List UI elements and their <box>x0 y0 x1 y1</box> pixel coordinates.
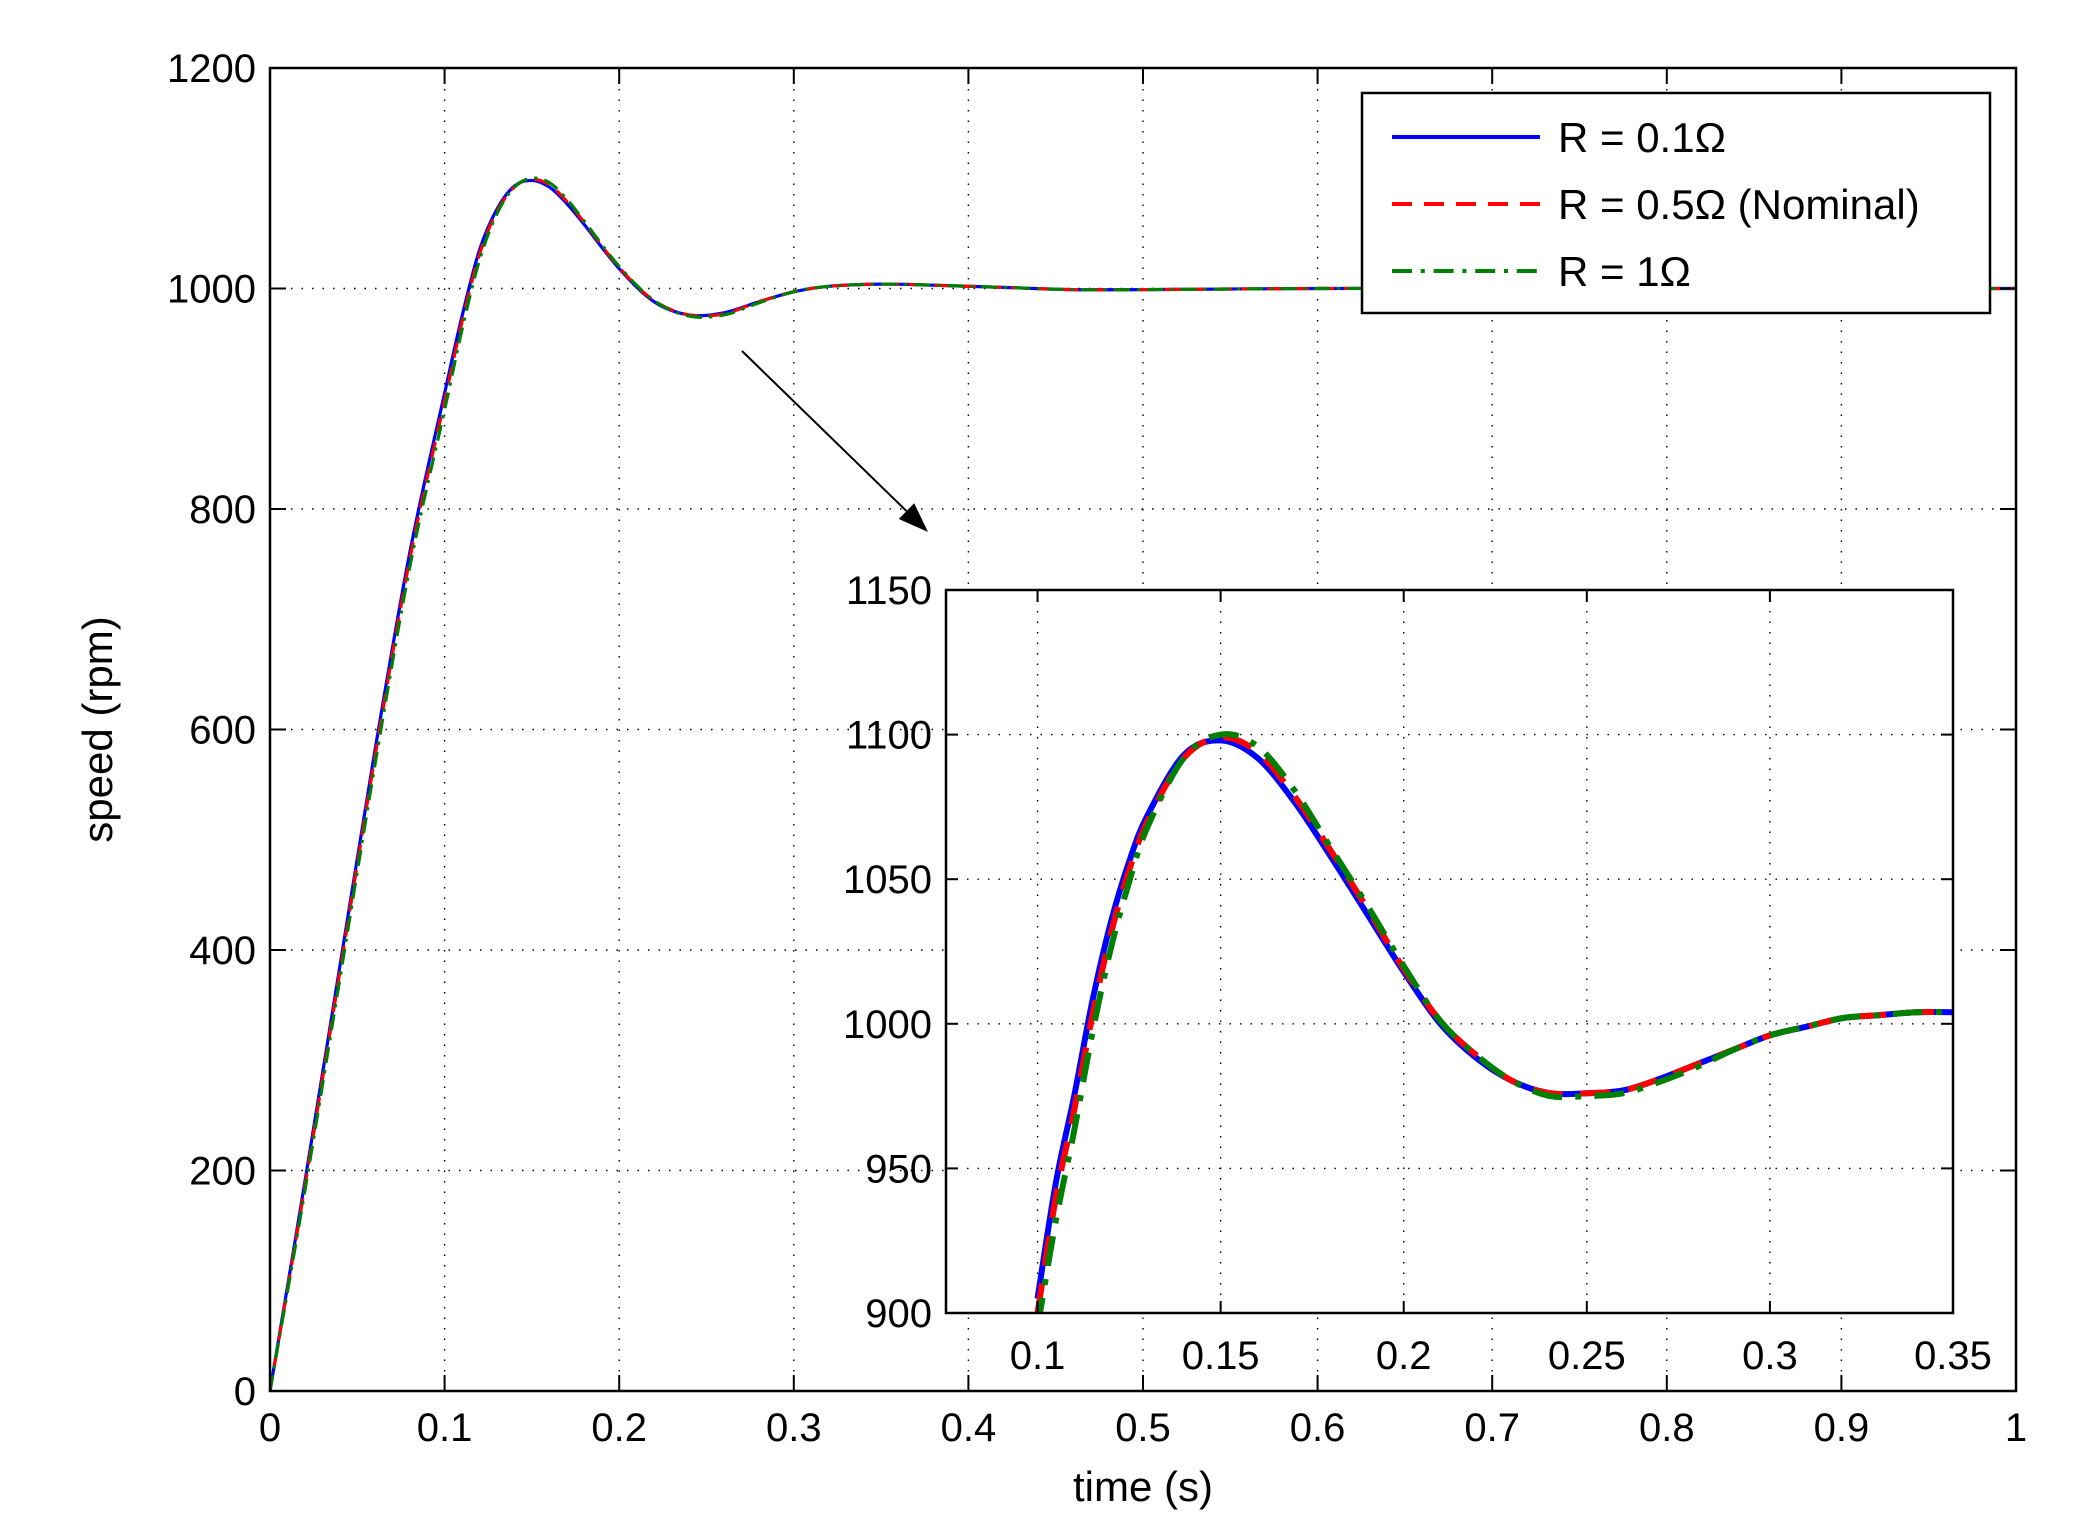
x-tick-label: 0.3 <box>766 1406 822 1450</box>
x-tick-label: 0 <box>259 1406 281 1450</box>
inset-plot-frame <box>944 588 1955 1315</box>
inset-background <box>946 590 1953 1313</box>
inset-tick-labels: 0.1 0.15 0.2 0.25 0.3 0.35 900 950 1000 1050 1100 1… <box>843 569 1992 1378</box>
y-axis-label: speed (rpm) <box>74 616 121 842</box>
legend-label-r-0-1: R = 0.1Ω <box>1558 114 1726 161</box>
y-tick-label: 1200 <box>167 47 256 91</box>
y-tick-label: 1050 <box>843 858 932 902</box>
y-tick-label: 0 <box>234 1370 256 1414</box>
x-tick-label: 0.7 <box>1464 1406 1520 1450</box>
legend-item-r-0-1: R = 0.1Ω <box>1392 114 1726 161</box>
legend-item-r-0-5-nominal: R = 0.5Ω (Nominal) <box>1392 181 1920 228</box>
y-tick-label: 200 <box>189 1150 256 1194</box>
inset-series-group <box>1034 731 1953 1313</box>
x-tick-label: 0.5 <box>1115 1406 1171 1450</box>
main-series-group <box>270 176 2016 1391</box>
y-tick-label: 400 <box>189 929 256 973</box>
inset-plot: 0.1 0.15 0.2 0.25 0.3 0.35 900 950 1000 1050 1100 1… <box>843 569 1992 1378</box>
main-ticks <box>269 67 2017 1392</box>
legend-item-r-1: R = 1Ω <box>1392 248 1691 295</box>
x-tick-label: 0.1 <box>417 1406 473 1450</box>
series-line-r-1 <box>1036 731 1953 1313</box>
x-tick-label: 0.2 <box>591 1406 647 1450</box>
x-tick-label: 0.1 <box>1010 1334 1066 1378</box>
legend-label-r-1: R = 1Ω <box>1558 248 1691 295</box>
x-tick-label: 0.8 <box>1639 1406 1695 1450</box>
x-tick-label: 0.6 <box>1290 1406 1346 1450</box>
x-axis-label: time (s) <box>1073 1463 1213 1510</box>
y-tick-label: 1000 <box>167 268 256 312</box>
x-tick-label: 1 <box>2005 1406 2027 1450</box>
x-tick-label: 0.9 <box>1814 1406 1870 1450</box>
x-tick-label: 0.25 <box>1548 1334 1626 1378</box>
y-tick-label: 600 <box>189 709 256 753</box>
x-tick-label: 0.15 <box>1182 1334 1260 1378</box>
y-tick-label: 1150 <box>846 569 932 613</box>
x-tick-label: 0.2 <box>1376 1334 1432 1378</box>
y-tick-label: 900 <box>865 1292 932 1336</box>
inset-ticks <box>946 589 1954 1314</box>
legend-label-r-0-5-nominal: R = 0.5Ω (Nominal) <box>1558 181 1920 228</box>
y-tick-label: 1100 <box>846 714 932 758</box>
x-tick-label: 0.35 <box>1914 1334 1992 1378</box>
y-tick-label: 800 <box>189 488 256 532</box>
y-tick-label: 950 <box>865 1147 932 1191</box>
x-tick-label: 0.4 <box>941 1406 997 1450</box>
x-tick-label: 0.3 <box>1742 1334 1798 1378</box>
y-tick-label: 1000 <box>843 1003 932 1047</box>
legend: R = 0.1Ω R = 0.5Ω (Nominal) R = 1Ω <box>1360 91 1992 315</box>
zoom-arrow <box>741 350 928 532</box>
main-tick-labels: 0 0.1 0.2 0.3 0.4 0.5 0.6 0.7 0.8 0.9 1 0 200 400 600 8… <box>167 47 2027 1450</box>
